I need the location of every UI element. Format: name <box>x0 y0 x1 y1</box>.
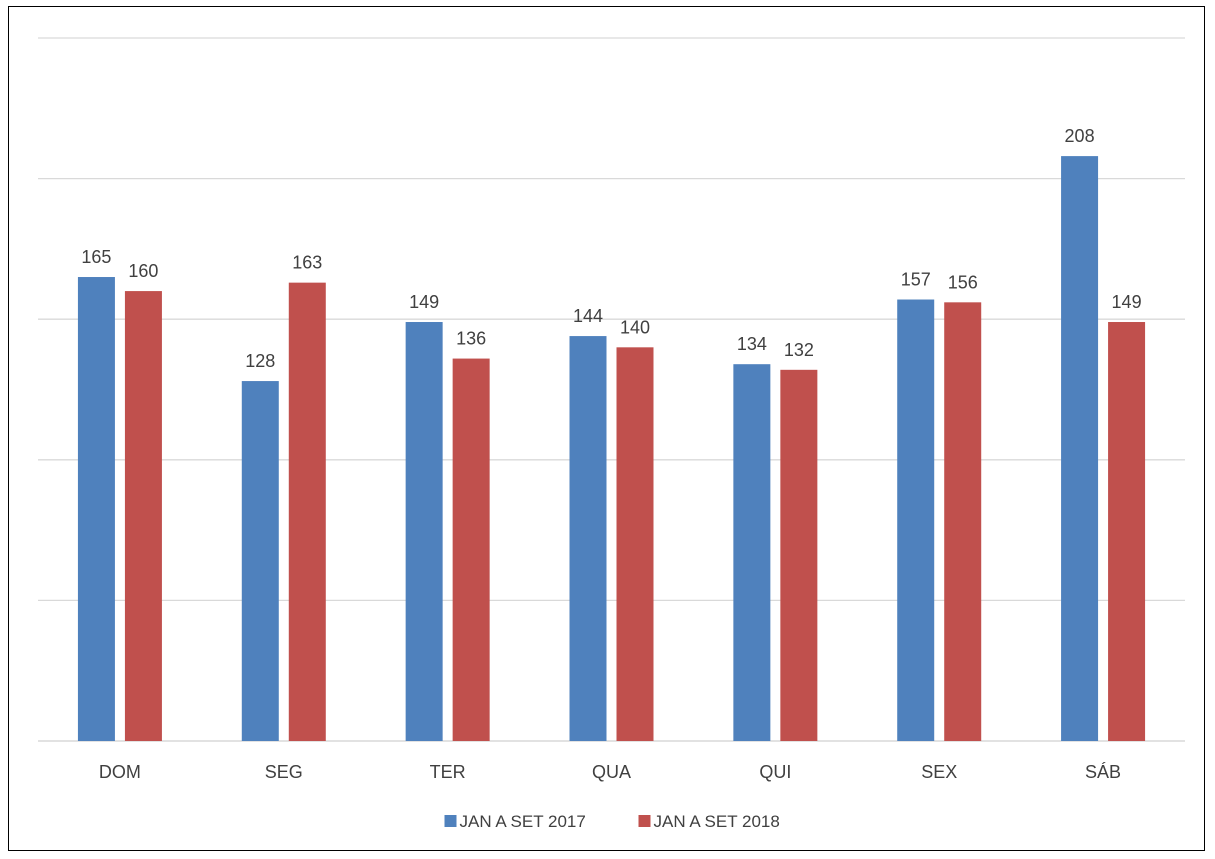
data-label: 149 <box>409 292 439 312</box>
data-label: 140 <box>620 317 650 337</box>
x-axis-ticks: DOM SEG TER QUA QUI SEX SÁB <box>99 762 1121 782</box>
data-labels: 165 160 128 163 149 136 144 140 134 132 157 156 208 1… <box>81 126 1141 371</box>
legend-item: JAN A SET 2017 <box>444 812 586 831</box>
data-label: 163 <box>292 253 322 273</box>
bar <box>452 358 490 741</box>
data-label: 157 <box>901 270 931 290</box>
bar <box>1061 156 1099 741</box>
bar <box>616 347 654 741</box>
x-tick-label: SÁB <box>1085 762 1121 782</box>
bars <box>77 156 1146 741</box>
bar <box>124 291 162 741</box>
legend-label: JAN A SET 2017 <box>460 812 586 831</box>
data-label: 144 <box>573 306 603 326</box>
data-label: 134 <box>737 334 767 354</box>
bar <box>780 369 818 741</box>
x-tick-label: TER <box>430 762 466 782</box>
x-tick-label: SEG <box>265 762 303 782</box>
legend-swatch <box>444 815 457 827</box>
bar <box>569 336 607 741</box>
data-label: 156 <box>948 272 978 292</box>
data-label: 132 <box>784 340 814 360</box>
bar <box>944 302 982 741</box>
bar <box>77 277 115 741</box>
bar <box>241 381 279 741</box>
legend-label: JAN A SET 2018 <box>654 812 780 831</box>
x-tick-label: DOM <box>99 762 141 782</box>
data-label: 208 <box>1065 126 1095 146</box>
bar <box>405 322 443 741</box>
x-tick-label: SEX <box>921 762 957 782</box>
legend-item: JAN A SET 2018 <box>638 812 780 831</box>
gridlines <box>38 37 1185 742</box>
data-label: 149 <box>1112 292 1142 312</box>
x-tick-label: QUI <box>759 762 791 782</box>
data-label: 160 <box>128 261 158 281</box>
bar <box>897 299 935 741</box>
bar <box>1108 322 1146 741</box>
data-label: 165 <box>81 247 111 267</box>
bar <box>733 364 771 741</box>
bar <box>288 282 326 741</box>
legend-swatch <box>638 815 651 827</box>
data-label: 128 <box>245 351 275 371</box>
legend: JAN A SET 2017 JAN A SET 2018 <box>444 812 780 831</box>
data-label: 136 <box>456 329 486 349</box>
x-tick-label: QUA <box>592 762 631 782</box>
